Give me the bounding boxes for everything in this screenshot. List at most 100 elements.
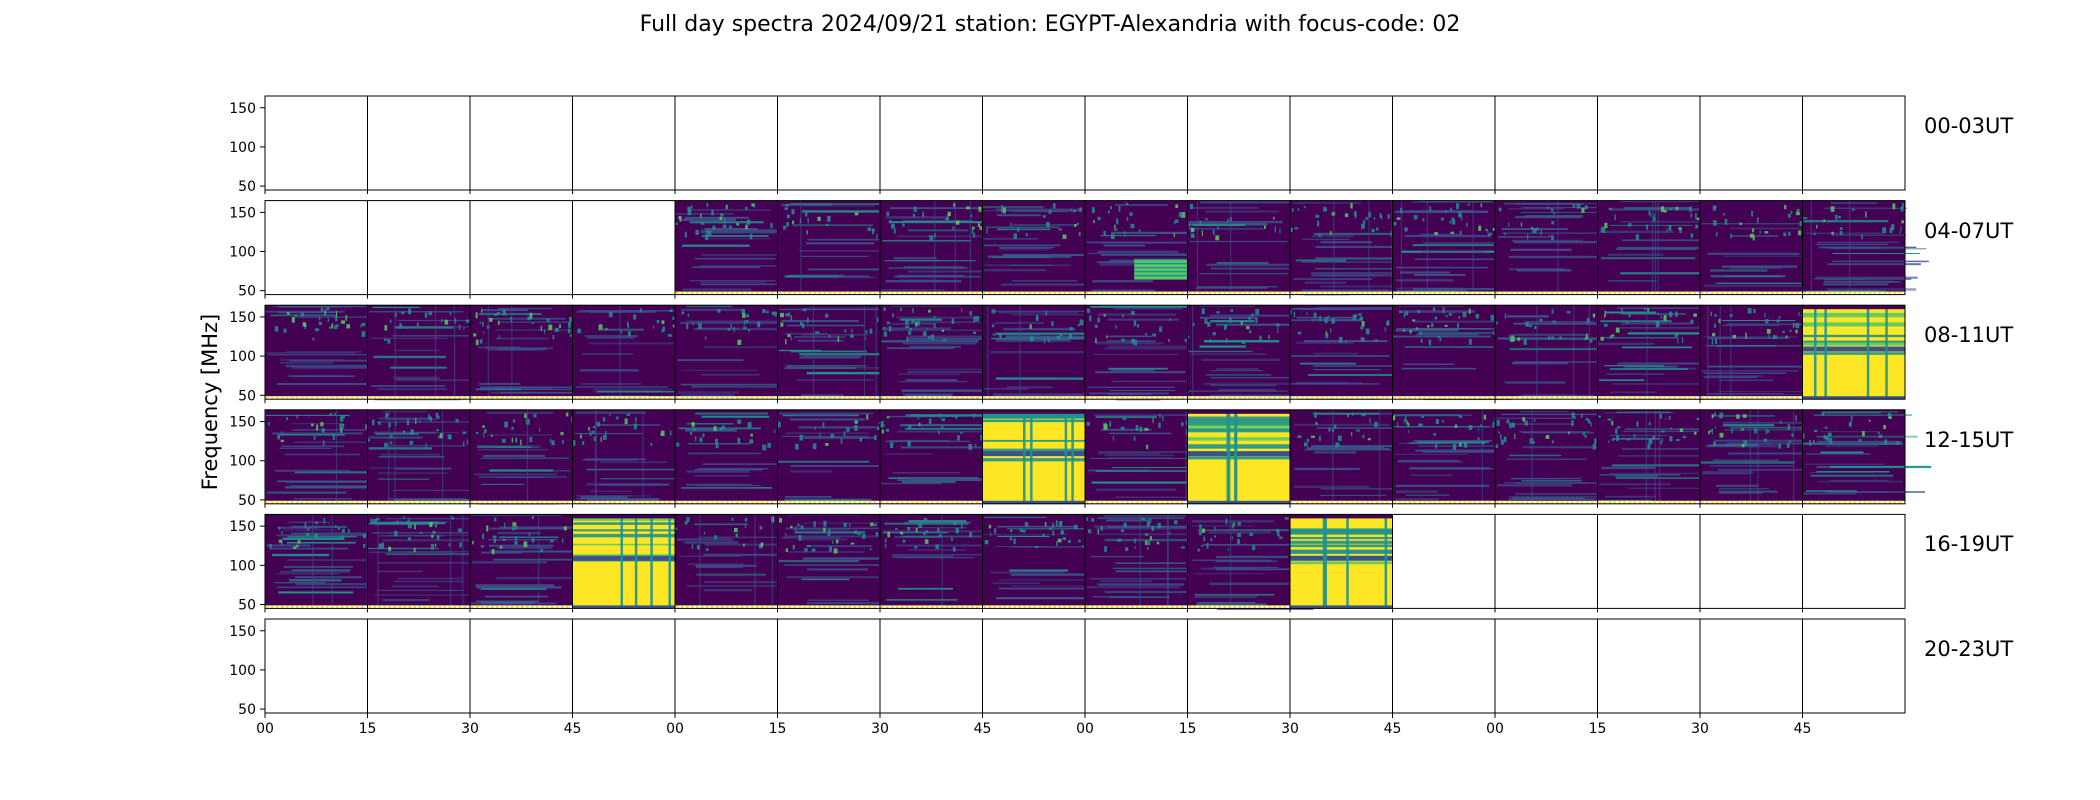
- spectrum-speckle: [667, 333, 672, 337]
- spectrum-speckle: [1268, 334, 1270, 340]
- calibration-dot: [956, 500, 959, 504]
- interference-line: [1218, 388, 1276, 391]
- calibration-dot: [331, 500, 334, 504]
- interference-line: [291, 569, 351, 571]
- spectrum-speckle: [1523, 339, 1527, 345]
- spectrum-speckle: [424, 312, 428, 318]
- spectrum-speckle: [785, 204, 790, 207]
- saturated-band: [1187, 423, 1290, 428]
- calibration-dot: [1433, 500, 1436, 504]
- saturated-vertical: [1030, 409, 1033, 504]
- spectrum-speckle: [466, 439, 469, 445]
- spectrum-speckle: [592, 426, 596, 429]
- calibration-dot: [1761, 291, 1764, 295]
- calibration-dot: [1078, 605, 1081, 609]
- calibration-dot: [1706, 500, 1709, 504]
- spectrum-speckle: [1434, 316, 1438, 320]
- interference-line: [1827, 263, 1921, 266]
- spectrum-speckle: [991, 309, 996, 314]
- vertical-streak: [487, 305, 489, 400]
- calibration-dot: [361, 396, 364, 400]
- spectrum-speckle: [569, 334, 574, 337]
- spectrum-speckle: [970, 214, 973, 218]
- spectrum-speckle: [1259, 335, 1262, 341]
- spectrum-speckle: [361, 331, 366, 337]
- spectrum-speckle: [1145, 332, 1148, 336]
- interference-line: [883, 530, 985, 533]
- spectrum-speckle: [1189, 203, 1194, 210]
- calibration-dot: [556, 396, 559, 400]
- spectrum-speckle: [1094, 324, 1098, 328]
- spectrum-speckle: [1788, 231, 1791, 236]
- interference-line: [890, 207, 992, 210]
- calibration-dot: [1228, 396, 1231, 400]
- spectrum-speckle: [1539, 319, 1543, 322]
- spectrum-speckle: [385, 412, 388, 419]
- spectrum-speckle: [479, 321, 481, 325]
- spectrum-speckle: [1713, 220, 1717, 226]
- calibration-dot: [1341, 396, 1344, 400]
- calibration-dot: [1501, 396, 1504, 400]
- interference-line: [891, 554, 991, 556]
- interference-line: [1203, 382, 1297, 385]
- calibration-dot: [398, 396, 401, 400]
- calibration-dot: [1791, 291, 1794, 295]
- vertical-streak: [642, 409, 644, 504]
- calibration-dot: [1716, 396, 1719, 400]
- vertical-streak: [1654, 409, 1656, 504]
- interference-line: [699, 281, 766, 284]
- spectrum-speckle: [1512, 422, 1516, 428]
- calibration-dot: [368, 500, 371, 504]
- interference-line: [1096, 488, 1176, 491]
- interference-line: [377, 388, 448, 391]
- interference-line: [1617, 246, 1717, 249]
- calibration-dot: [1233, 396, 1236, 400]
- spectrum-speckle: [827, 215, 831, 222]
- vertical-streak: [969, 200, 972, 295]
- calibration-dot: [686, 396, 689, 400]
- calibration-dot: [1058, 396, 1061, 400]
- spectrum-speckle: [926, 327, 928, 330]
- spectrum-speckle: [1190, 233, 1195, 239]
- calibration-dot: [886, 396, 889, 400]
- spectrum-speckle: [1458, 415, 1463, 418]
- calibration-dot: [681, 396, 684, 400]
- vertical-streak: [1749, 409, 1751, 504]
- calibration-dot: [1678, 291, 1681, 295]
- calibration-dot: [1561, 500, 1564, 504]
- spectrum-speckle: [922, 211, 925, 218]
- spectrum-speckle: [1203, 536, 1206, 542]
- spectrum-speckle: [1773, 334, 1775, 339]
- spectrum-speckle: [1448, 313, 1453, 316]
- y-tick-label: 150: [229, 624, 256, 640]
- spectrum-speckle: [979, 226, 983, 230]
- spectrum-speckle: [340, 427, 343, 433]
- spectrum-speckle: [572, 440, 576, 446]
- spectrum-speckle: [1122, 314, 1124, 318]
- spectrum-speckle: [1134, 546, 1136, 549]
- calibration-dot: [1663, 396, 1666, 400]
- spectrum-speckle: [329, 413, 333, 416]
- spectrum-speckle: [1878, 434, 1883, 439]
- interference-line: [1304, 281, 1347, 284]
- calibration-dot: [696, 500, 699, 504]
- spectrum-speckle: [1740, 428, 1744, 431]
- calibration-dot: [588, 396, 591, 400]
- spectrum-speckle: [706, 202, 709, 207]
- interference-line: [1622, 346, 1692, 349]
- interference-line: [995, 332, 1088, 335]
- calibration-dot: [1623, 291, 1626, 295]
- spectrum-speckle: [1126, 216, 1129, 221]
- spectrum-speckle: [1188, 335, 1190, 339]
- spectrum-speckle: [489, 318, 493, 322]
- spectrum-speckle: [1835, 214, 1838, 220]
- calibration-dot: [1511, 291, 1514, 295]
- calibration-dot: [1443, 291, 1446, 295]
- spectrum-speckle: [1293, 311, 1296, 318]
- calibration-dot: [418, 500, 421, 504]
- interference-line: [1295, 259, 1347, 262]
- interference-line: [575, 411, 646, 414]
- spectrum-speckle: [437, 415, 440, 419]
- spectrum-speckle: [912, 213, 916, 218]
